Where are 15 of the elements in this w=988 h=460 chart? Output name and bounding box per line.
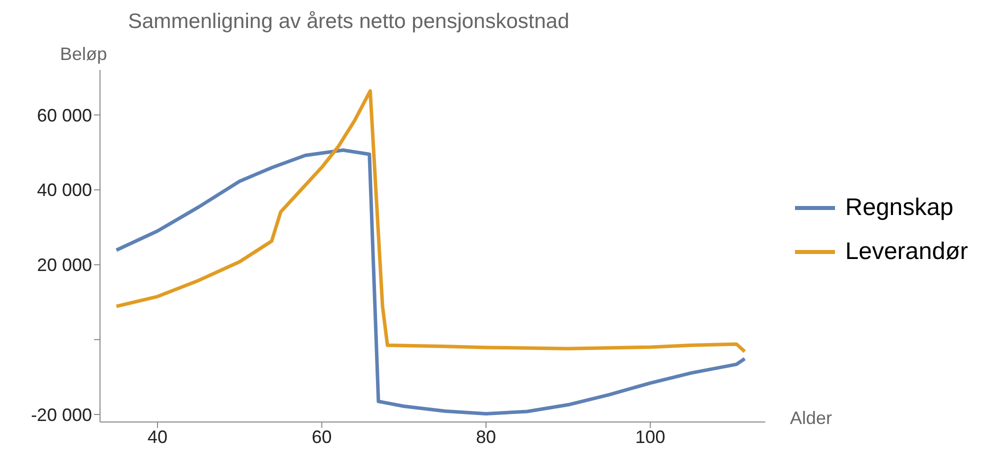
line-series	[114, 148, 746, 416]
y-axis-title: Beløp	[60, 44, 108, 65]
x-tick-label: 60	[312, 426, 332, 447]
line-series	[114, 89, 746, 354]
legend-label: Leverandør	[845, 238, 968, 266]
x-tick-label: 100	[635, 426, 666, 447]
y-tick-label: -20 000	[30, 404, 92, 425]
legend-label: Regnskap	[845, 194, 954, 222]
x-tick-label: 40	[147, 426, 168, 447]
y-tick-label: 60 000	[36, 105, 92, 126]
x-axis-title: Alder	[790, 408, 832, 429]
x-tick-label: 80	[476, 426, 496, 447]
chart-title: Sammenligning av årets netto pensjonskostnad	[128, 10, 570, 34]
y-tick-label: 40 000	[36, 180, 92, 200]
y-tick-label: 20 000	[36, 255, 92, 276]
